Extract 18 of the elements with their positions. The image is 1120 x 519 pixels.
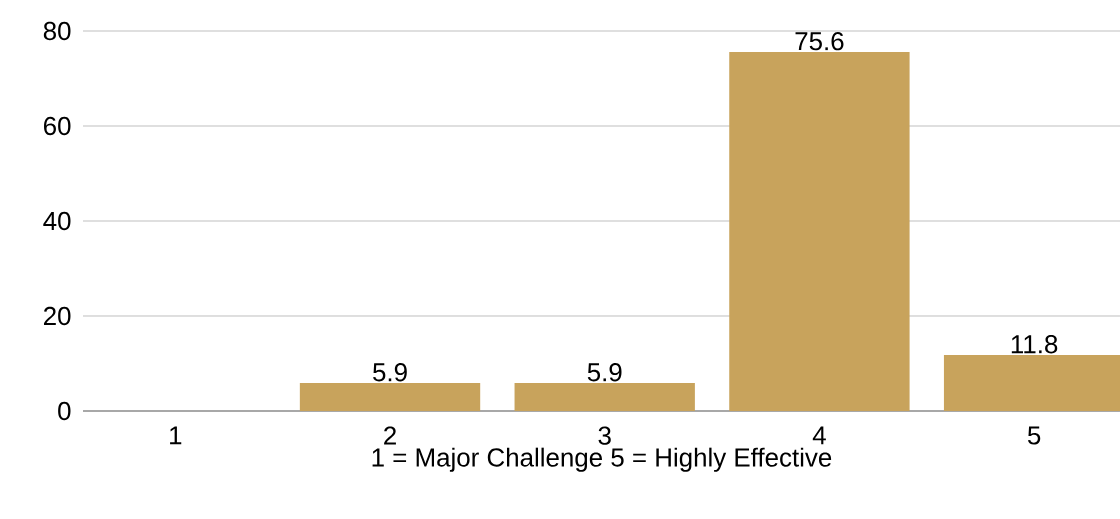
- data-label: 11.8: [1011, 335, 1058, 354]
- bar: [299, 382, 481, 411]
- x-tick-label: 2: [384, 426, 396, 445]
- y-tick-label: 60: [44, 116, 71, 136]
- x-tick-label: 3: [598, 426, 611, 445]
- data-label: 75.6: [795, 32, 844, 51]
- y-tick-label: 0: [58, 401, 71, 421]
- data-label: 5.9: [587, 363, 622, 382]
- y-tick-label: 20: [43, 306, 71, 326]
- y-tick-label: 40: [43, 211, 71, 231]
- y-tick-label: 80: [43, 21, 71, 41]
- bar: [729, 51, 910, 411]
- data-label: 5.9: [373, 363, 407, 382]
- x-axis-title: 1 = Major Challenge 5 = Highly Effective: [372, 447, 832, 472]
- bar: [514, 382, 695, 411]
- x-tick-label: 4: [812, 426, 826, 445]
- x-tick-label: 1: [170, 426, 182, 445]
- x-tick-label: 5: [1027, 426, 1041, 445]
